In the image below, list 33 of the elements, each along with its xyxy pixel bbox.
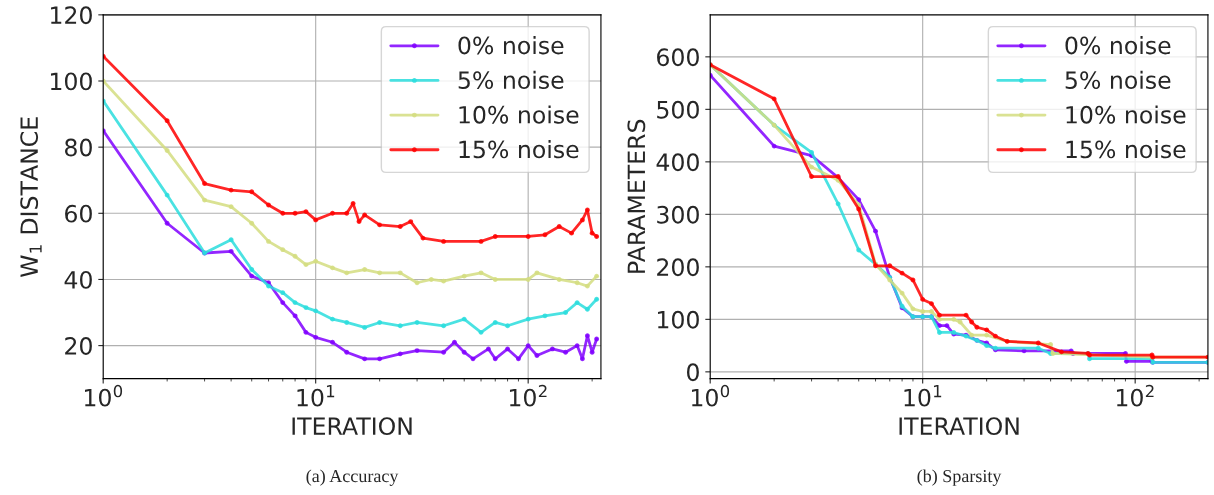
y-tick-label: 100 (50, 72, 92, 91)
y-tick-label: 100 (657, 310, 699, 329)
legend-label: 15% noise (1066, 140, 1186, 159)
legend-label: 0% noise (458, 36, 564, 55)
y-tick-label: 40 (64, 270, 92, 289)
legend-label: 15% noise (459, 140, 579, 159)
y-tick-label: 400 (656, 153, 699, 172)
legend-label: 5% noise (458, 70, 564, 90)
x-tick-label: 10$^{2}$ (509, 384, 547, 407)
y-tick-label: 60 (65, 204, 92, 223)
y-tick-label: 500 (657, 100, 699, 119)
y-axis-title: PARAMETERS (627, 119, 646, 273)
y-tick-label: 80 (65, 138, 92, 157)
x-tick-label: 10$^{0}$ (692, 384, 730, 407)
text: (b) Sparsity (917, 469, 1002, 486)
text: (a) Accuracy (306, 469, 399, 486)
legend-label: 5% noise (1065, 70, 1171, 90)
x-axis-title: ITERATION (899, 417, 1019, 436)
y-tick-label: 20 (65, 337, 92, 355)
legend-label: 10% noise (1066, 105, 1186, 124)
y-tick-label: 0 (687, 363, 699, 382)
y-tick-label: 200 (657, 258, 699, 277)
y-tick-label: 300 (657, 205, 699, 224)
x-axis-title: ITERATION (292, 417, 412, 436)
y-tick-label: 600 (657, 48, 699, 67)
x-tick-label: 10$^{2}$ (1116, 384, 1154, 407)
x-tick-label: 10$^{0}$ (85, 384, 123, 407)
y-axis-title: W$_{1}$ DISTANCE (20, 117, 42, 278)
legend-label: 0% noise (1065, 36, 1171, 55)
x-tick-label: 10$^{1}$ (904, 385, 942, 407)
x-tick-label: 10$^{1}$ (297, 385, 335, 407)
y-tick-label: 120 (50, 6, 92, 25)
legend-label: 10% noise (459, 105, 579, 124)
